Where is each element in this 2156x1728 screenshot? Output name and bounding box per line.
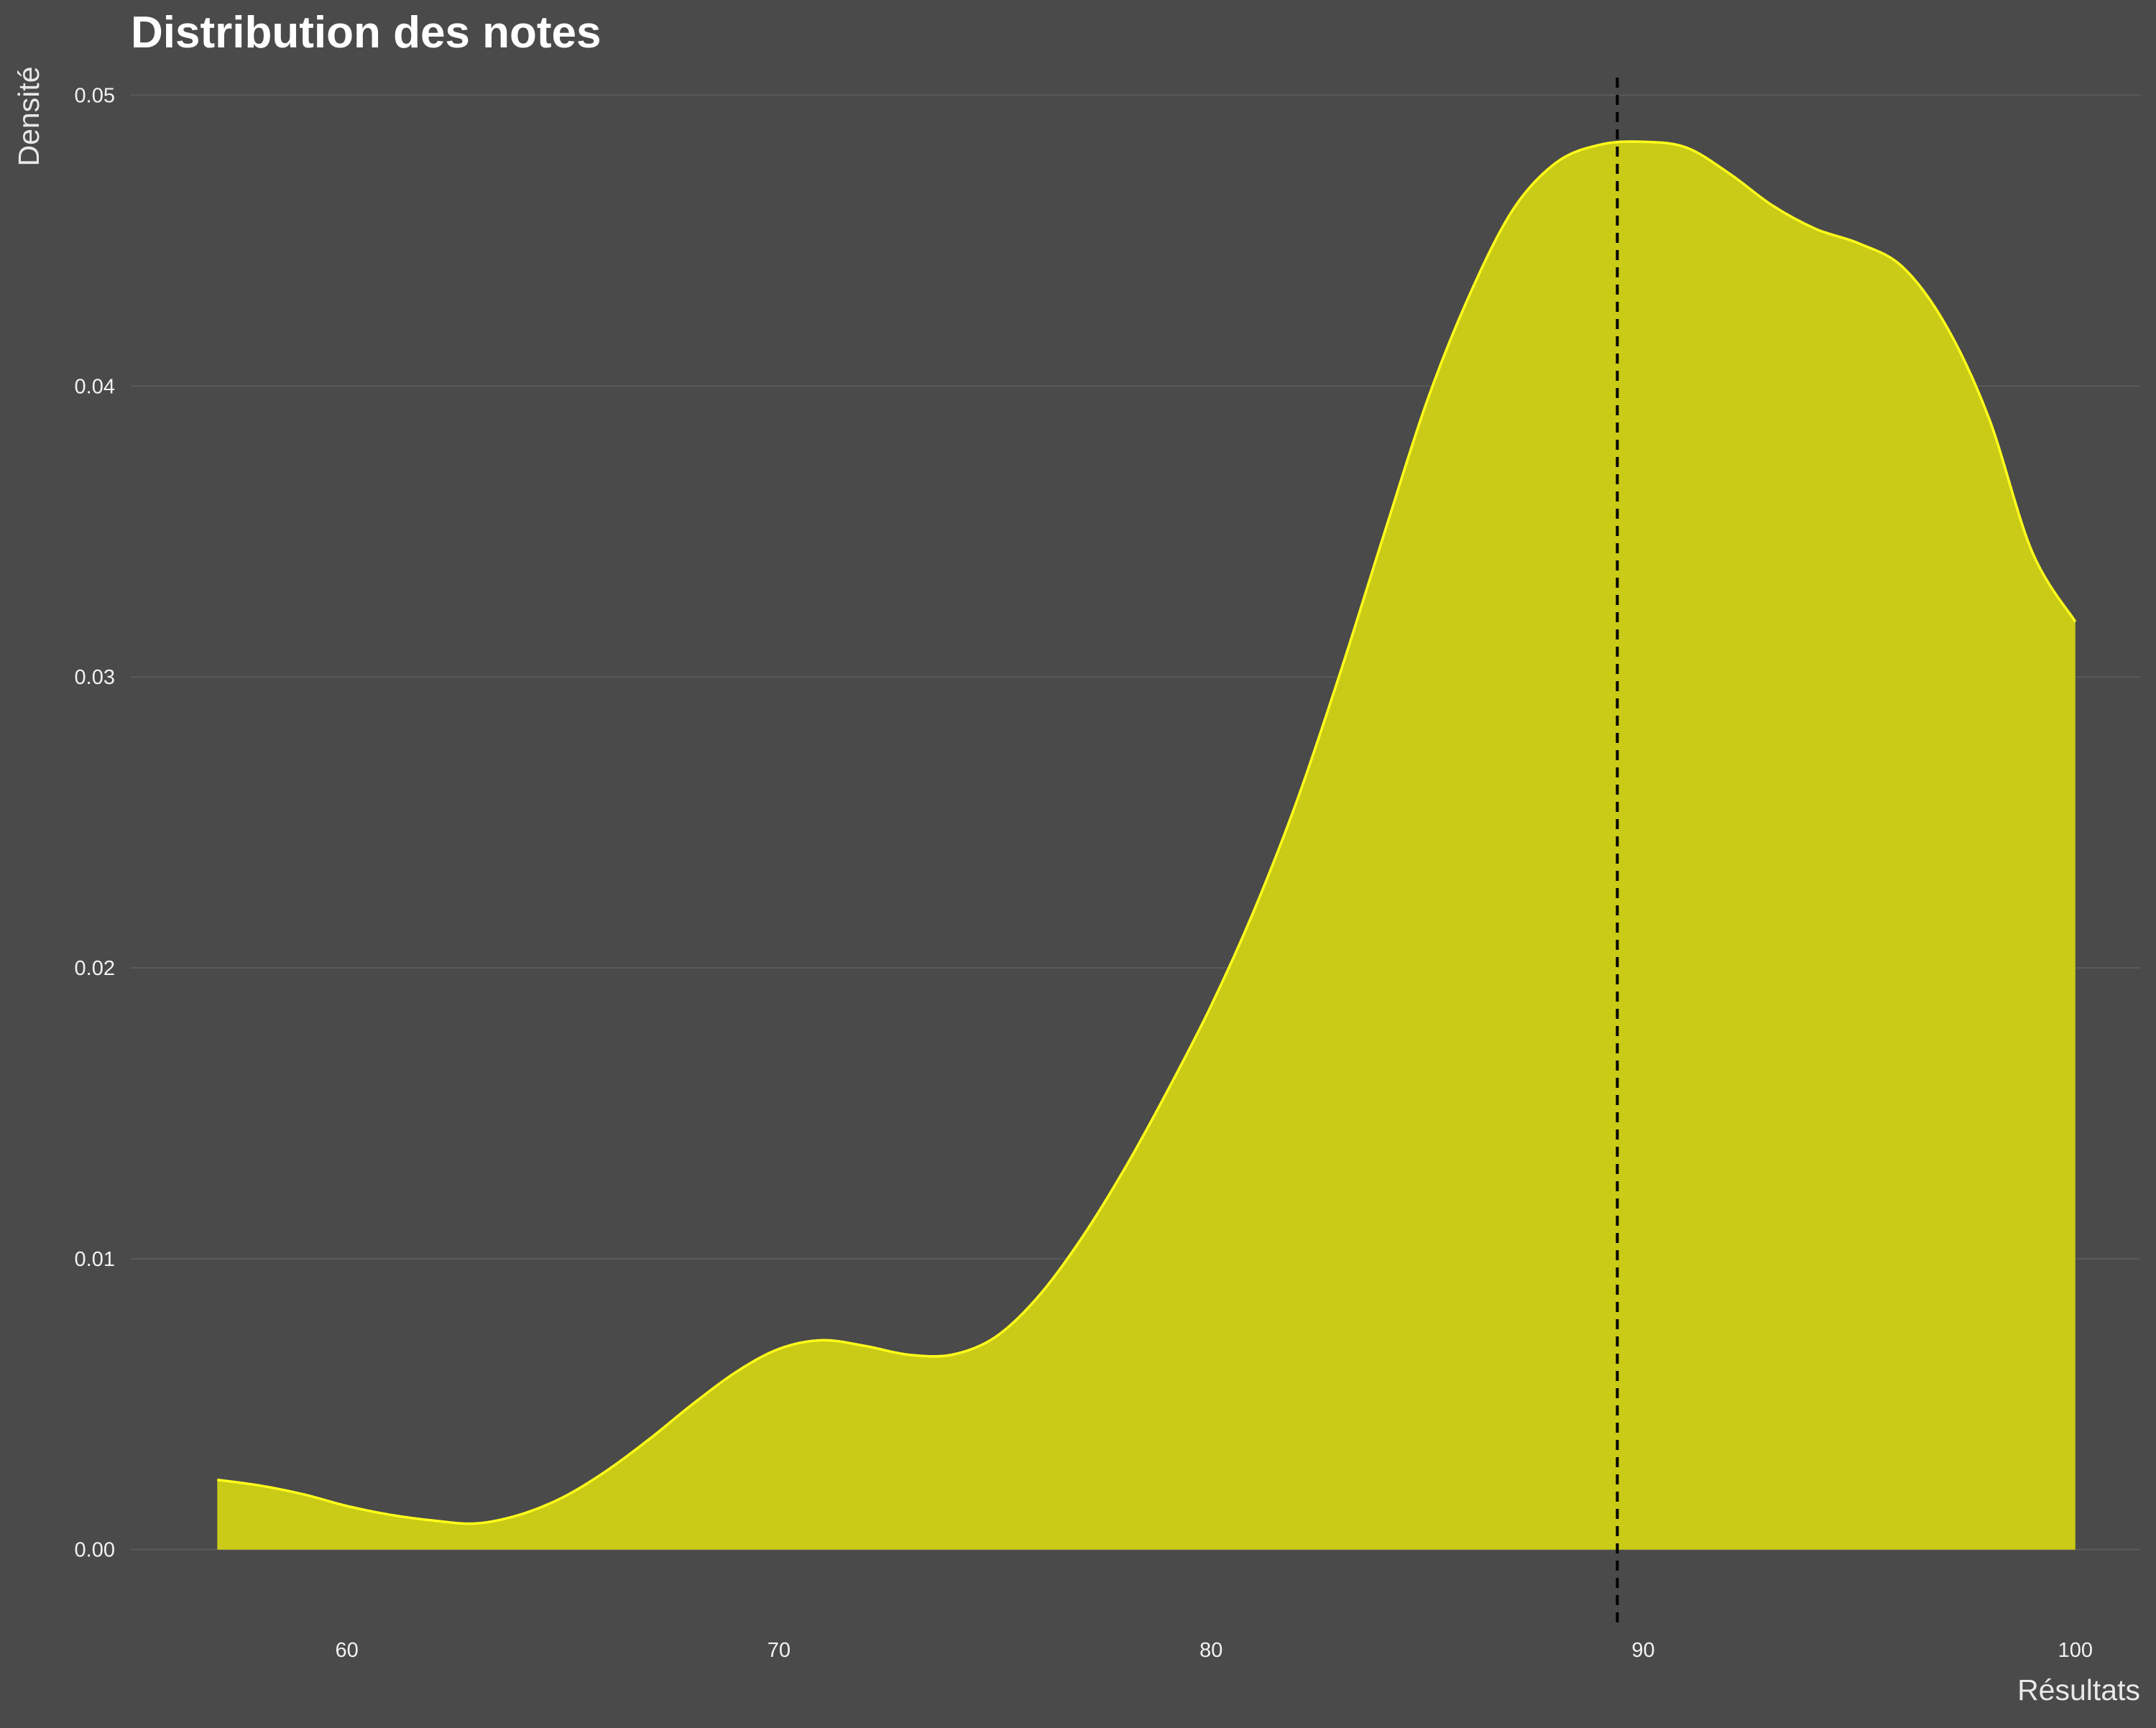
y-tick-label: 0.01 xyxy=(75,1248,115,1271)
density-line xyxy=(217,140,2077,1525)
x-axis-label: Résultats xyxy=(2017,1673,2140,1706)
y-tick-label: 0.03 xyxy=(75,666,115,689)
chart-title: Distribution des notes xyxy=(131,8,601,57)
y-tick-label: 0.02 xyxy=(75,957,115,980)
x-tick-label: 90 xyxy=(1631,1639,1654,1662)
area-layer xyxy=(217,140,2077,1550)
x-tick-label: 80 xyxy=(1199,1639,1222,1662)
x-tick-label: 60 xyxy=(336,1639,359,1662)
y-tick-label: 0.04 xyxy=(75,375,115,398)
y-tick-label: 0.00 xyxy=(75,1539,115,1562)
y-axis-label: Densité xyxy=(12,66,45,166)
x-tick-layer: 60 70 80 90 100 xyxy=(336,1639,2093,1662)
y-tick-label: 0.05 xyxy=(75,85,115,108)
x-tick-label: 70 xyxy=(768,1639,791,1662)
y-tick-layer: 0.00 0.01 0.02 0.03 0.04 0.05 xyxy=(75,85,115,1562)
x-tick-label: 100 xyxy=(2058,1639,2093,1662)
density-area xyxy=(217,141,2076,1550)
